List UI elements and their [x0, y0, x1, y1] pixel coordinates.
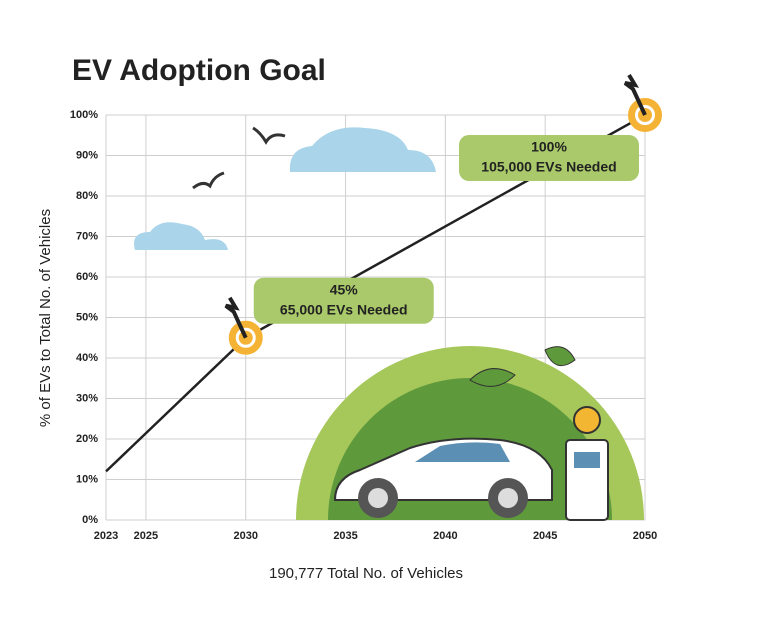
y-tick-label: 0% — [82, 514, 98, 526]
illustration — [134, 126, 644, 521]
y-tick-label: 90% — [76, 149, 98, 161]
y-tick-label: 50% — [76, 311, 98, 323]
annotation-text: 45% — [330, 281, 359, 297]
y-tick-label: 60% — [76, 271, 98, 283]
x-tick-label: 2023 — [94, 530, 118, 542]
annotation-text: 105,000 EVs Needed — [481, 159, 616, 175]
x-tick-label: 2040 — [433, 530, 457, 542]
dart — [224, 296, 248, 339]
y-tick-label: 100% — [70, 109, 98, 121]
x-tick-label: 2050 — [633, 530, 657, 542]
annotation-box — [253, 277, 434, 324]
dart — [623, 73, 647, 116]
x-tick-label: 2035 — [333, 530, 357, 542]
y-tick-label: 10% — [76, 473, 98, 485]
y-tick-label: 20% — [76, 433, 98, 445]
y-axis-label: % of EVs to Total No. of Vehicles — [37, 209, 54, 427]
x-axis-label: 190,777 Total No. of Vehicles — [269, 565, 463, 582]
annotation-text: 65,000 EVs Needed — [280, 301, 408, 317]
x-tick-label: 2045 — [533, 530, 557, 542]
annotation-box — [459, 135, 639, 181]
annotation-text: 100% — [531, 139, 567, 155]
plot: 45% 65,000 EVs Needed 100% 105,000 EVs Need… — [105, 73, 662, 473]
y-tick-label: 30% — [76, 392, 98, 404]
y-tick-label: 40% — [76, 352, 98, 364]
y-tick-label: 80% — [76, 190, 98, 202]
y-tick-label: 70% — [76, 230, 98, 242]
x-tick-label: 2025 — [134, 530, 158, 542]
x-tick-label: 2030 — [233, 530, 257, 542]
chart-title: EV Adoption Goal — [72, 54, 326, 87]
